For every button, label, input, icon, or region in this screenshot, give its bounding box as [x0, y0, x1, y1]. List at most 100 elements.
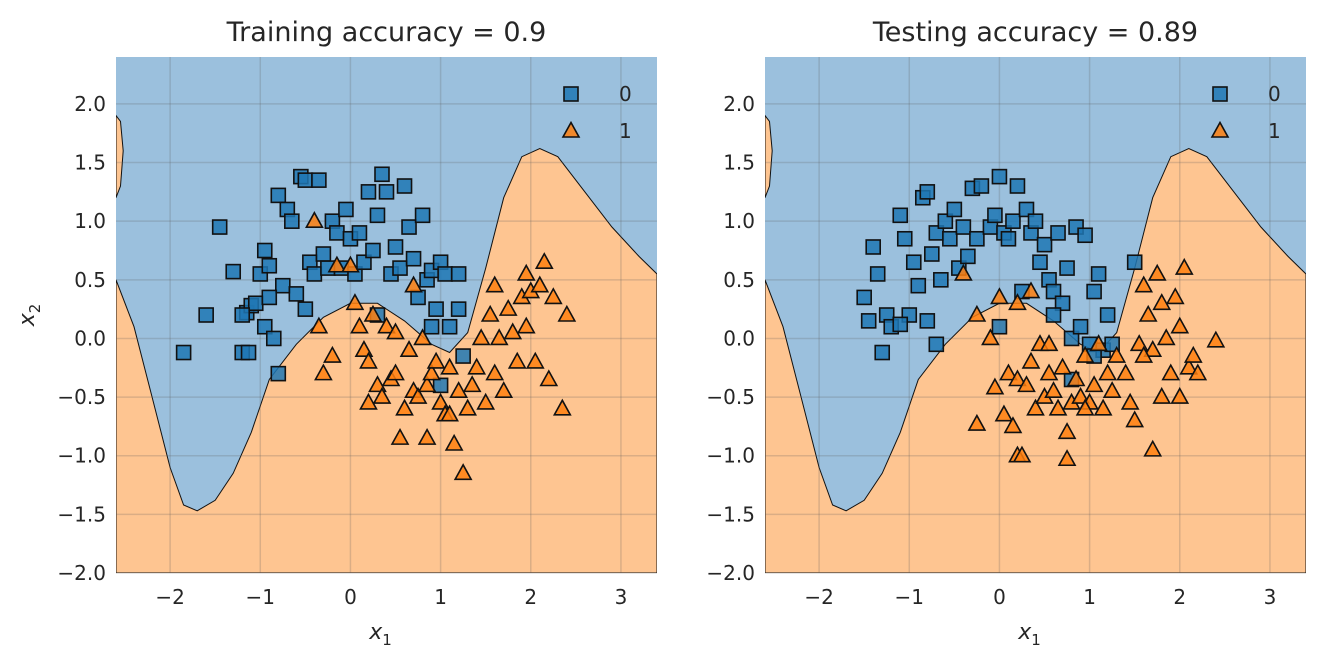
point-class-0 — [297, 301, 314, 317]
point-class-1 — [994, 404, 1014, 422]
point-class-1 — [462, 375, 482, 393]
point-class-1 — [1165, 287, 1185, 305]
y-tick-label: −1.0 — [57, 444, 106, 468]
point-class-1 — [314, 363, 333, 381]
x-axis-label: x1 — [368, 620, 392, 649]
point-class-1 — [1012, 445, 1032, 463]
y-tick-label: −0.5 — [706, 385, 755, 409]
point-class-0 — [387, 239, 404, 255]
point-class-1 — [1125, 410, 1145, 428]
point-class-1 — [990, 287, 1009, 305]
point-class-1 — [985, 377, 1005, 395]
x-tick-label: 1 — [1083, 585, 1096, 609]
point-class-1 — [1134, 275, 1154, 293]
point-class-1 — [1003, 416, 1023, 434]
point-class-1 — [1039, 363, 1059, 381]
point-class-1 — [408, 386, 428, 404]
point-class-1 — [1129, 334, 1149, 352]
point-class-1 — [404, 275, 423, 293]
point-class-1 — [417, 427, 437, 445]
point-class-0 — [1059, 260, 1075, 276]
point-class-0 — [256, 242, 273, 259]
y-axis-label: x2 — [15, 304, 44, 328]
point-class-1 — [1008, 369, 1027, 387]
point-class-1 — [1057, 422, 1077, 440]
point-class-0 — [1005, 213, 1021, 229]
x-tick-label: −1 — [246, 585, 275, 609]
point-class-0 — [860, 313, 877, 329]
point-class-1 — [1075, 345, 1095, 363]
point-class-0 — [284, 213, 300, 229]
point-class-1 — [363, 304, 383, 322]
point-class-0 — [987, 207, 1003, 224]
point-class-0 — [910, 277, 927, 294]
point-class-0 — [1009, 178, 1026, 194]
point-class-1 — [485, 363, 505, 381]
point-class-0 — [1126, 254, 1143, 271]
point-class-1 — [386, 363, 405, 381]
x-tick-label: −2 — [804, 585, 833, 609]
point-class-1 — [359, 351, 378, 369]
point-class-0 — [265, 330, 282, 347]
point-class-0 — [991, 168, 1008, 185]
point-class-0 — [396, 178, 413, 194]
point-class-1 — [395, 398, 414, 416]
point-class-0 — [410, 289, 426, 306]
y-tick-label: −2.0 — [57, 561, 106, 585]
point-class-0 — [869, 266, 886, 282]
point-class-0 — [369, 207, 386, 224]
point-class-0 — [1099, 307, 1116, 323]
point-class-0 — [946, 201, 963, 218]
point-class-1 — [1075, 398, 1095, 416]
point-class-1 — [507, 351, 527, 369]
point-class-0 — [1072, 318, 1089, 335]
point-class-1 — [449, 381, 468, 399]
point-class-1 — [1039, 334, 1059, 352]
point-class-1 — [440, 404, 459, 422]
point-class-1 — [1066, 369, 1086, 387]
point-class-1 — [309, 316, 329, 334]
class-1-region-edge — [765, 114, 773, 198]
point-class-1 — [981, 328, 1000, 346]
point-class-1 — [453, 463, 473, 481]
point-class-0 — [874, 344, 891, 361]
point-class-1 — [1044, 381, 1063, 399]
point-class-1 — [1170, 316, 1190, 334]
point-class-1 — [1206, 330, 1226, 348]
point-class-0 — [1000, 230, 1017, 247]
point-class-0 — [261, 289, 278, 306]
point-class-0 — [405, 250, 422, 267]
point-class-1 — [516, 316, 536, 334]
y-tick-label: 2.0 — [723, 92, 755, 116]
point-class-0 — [1086, 283, 1102, 300]
point-class-1 — [534, 252, 554, 270]
data-points — [856, 168, 1226, 467]
point-class-1 — [390, 427, 410, 445]
point-class-1 — [967, 304, 987, 322]
point-class-1 — [426, 351, 446, 369]
point-class-1 — [1143, 439, 1163, 457]
point-class-1 — [305, 211, 324, 228]
point-class-1 — [417, 375, 437, 393]
point-class-0 — [969, 230, 985, 247]
point-class-0 — [329, 225, 345, 241]
point-class-1 — [399, 340, 419, 357]
point-class-0 — [896, 230, 913, 247]
point-class-0 — [423, 318, 440, 335]
point-class-0 — [261, 257, 278, 274]
chart-panel-2: −2 −1 0 1 2 3−2.0−1.5−1.0−0.50.00.51.01.52.0T… — [706, 17, 1306, 649]
y-tick-label: 1.0 — [74, 209, 106, 233]
point-class-0 — [175, 344, 192, 361]
point-class-0 — [414, 207, 431, 224]
point-class-0 — [1050, 225, 1066, 241]
legend-label: 1 — [1268, 119, 1281, 143]
point-class-1 — [1048, 398, 1068, 416]
y-tick-label: −0.5 — [57, 385, 106, 409]
point-class-1 — [1084, 375, 1104, 393]
point-class-1 — [1152, 293, 1172, 311]
y-tick-label: 2.0 — [74, 92, 106, 116]
point-class-0 — [437, 266, 453, 282]
point-class-0 — [270, 187, 287, 204]
point-class-1 — [1188, 363, 1208, 381]
legend-marker-triangle — [1210, 120, 1230, 138]
